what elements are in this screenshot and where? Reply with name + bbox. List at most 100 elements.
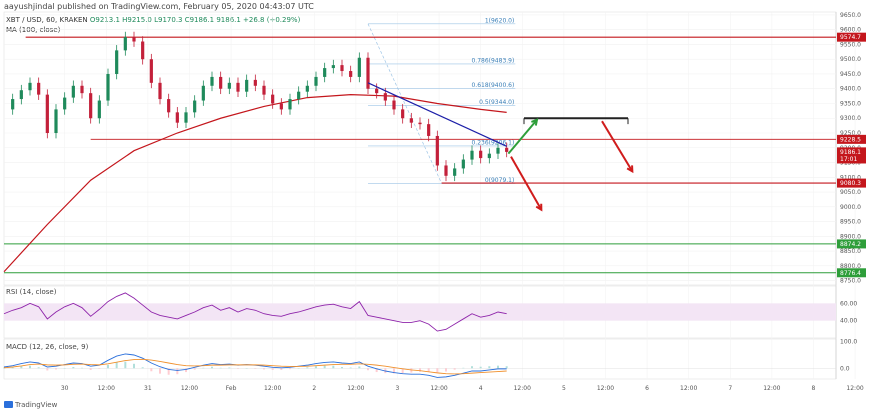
y-tick-label: 9000.0 xyxy=(840,204,861,211)
macd-histogram-bar xyxy=(393,368,395,374)
candle-body xyxy=(427,124,431,136)
y-tick-label: 9400.0 xyxy=(840,86,861,93)
y-tick-label: 9250.0 xyxy=(840,130,861,137)
x-tick-label: 2 xyxy=(312,385,316,392)
candle-body xyxy=(461,159,465,169)
fib-level-label: 1(9620.0) xyxy=(485,17,515,24)
y-tick-label: 9050.0 xyxy=(840,189,861,196)
candle-body xyxy=(305,85,309,92)
candle-body xyxy=(496,147,500,154)
macd-histogram-bar xyxy=(488,366,491,369)
macd-histogram-bar xyxy=(133,363,135,369)
candle-body xyxy=(89,93,93,119)
candle-body xyxy=(97,100,101,119)
x-tick-label: 4 xyxy=(479,385,483,392)
candle-body xyxy=(262,85,266,95)
signal-line xyxy=(3,358,507,375)
candle-body xyxy=(236,82,240,92)
tradingview-footer: TradingView xyxy=(4,401,57,409)
macd-histogram-bar xyxy=(410,368,413,373)
x-tick-label: 12:00 xyxy=(597,385,614,392)
macd-histogram-bar xyxy=(401,368,404,374)
candle-body xyxy=(45,94,49,134)
red-drop-arrow-head xyxy=(535,203,543,212)
candle-body xyxy=(184,112,188,123)
price-tag xyxy=(837,239,866,249)
candle-body xyxy=(297,91,301,100)
macd-histogram-bar xyxy=(11,367,14,369)
red-drop-arrow xyxy=(510,156,543,211)
x-tick-label: 6 xyxy=(645,385,649,392)
x-tick-label: 7 xyxy=(728,385,732,392)
fib-level-label: 0(9079.1) xyxy=(485,177,515,184)
candle-body xyxy=(375,88,379,94)
macd-histogram-bar xyxy=(445,368,447,372)
macd-histogram-bar xyxy=(37,367,40,369)
candle-body xyxy=(409,118,413,123)
price-tag xyxy=(837,154,866,164)
price-tag-label: 8874.2 xyxy=(840,241,861,248)
price-tag-label: 9186.1 xyxy=(840,149,861,156)
bearish-trendline xyxy=(367,82,507,147)
candle-body xyxy=(279,103,283,110)
candle-body xyxy=(219,76,223,89)
candle-body xyxy=(19,90,23,100)
header-block: aayushjindal published on TradingView.co… xyxy=(4,2,314,11)
macd-tick-label: 0.0 xyxy=(840,365,850,372)
green-breakout-arrow xyxy=(507,119,538,155)
macd-histogram-bar xyxy=(427,368,430,372)
x-tick-label: 12:00 xyxy=(181,385,198,392)
price-tag-label: 9574.7 xyxy=(840,34,861,41)
x-tick-label: 5 xyxy=(562,385,566,392)
green-breakout-arrow-head xyxy=(531,118,539,126)
fib-diagonal xyxy=(367,23,442,184)
y-tick-label: 8950.0 xyxy=(840,219,861,226)
macd-histogram-bar xyxy=(3,367,5,369)
candle-body xyxy=(505,147,509,152)
rsi-tick-label: 40.00 xyxy=(840,318,857,325)
price-tag-label: 9228.5 xyxy=(840,136,861,143)
candle-body xyxy=(444,165,448,176)
macd-histogram-bar xyxy=(63,368,66,369)
price-change: 9186.1 +26.8 (+0.29%) xyxy=(216,16,301,24)
macd-histogram-bar xyxy=(289,368,291,370)
macd-histogram-bar xyxy=(89,368,92,370)
price-tag-label: 17:01 xyxy=(840,156,857,163)
candle-body xyxy=(392,100,396,110)
publisher-line: aayushjindal published on TradingView.co… xyxy=(4,2,314,11)
macd-histogram-bar xyxy=(228,367,231,369)
fib-level-label: 0.786(9483.9) xyxy=(471,57,514,64)
x-tick-label: 12:00 xyxy=(680,385,697,392)
x-tick-label: Feb xyxy=(226,385,237,392)
macd-histogram-bar xyxy=(176,368,179,375)
price-tag-label: 8776.4 xyxy=(840,270,861,277)
macd-histogram-bar xyxy=(497,365,499,369)
candle-body xyxy=(314,76,318,86)
y-tick-label: 9350.0 xyxy=(840,100,861,107)
macd-histogram-bar xyxy=(98,368,101,369)
macd-legend: MACD (12, 26, close, 9) xyxy=(6,343,89,351)
macd-histogram-bar xyxy=(115,362,118,369)
macd-histogram-bar xyxy=(436,368,439,373)
x-tick-label: 12:00 xyxy=(264,385,281,392)
macd-histogram-bar xyxy=(167,368,170,375)
red-rejection-arrow xyxy=(601,120,634,172)
candle-body xyxy=(37,82,41,95)
candle-body xyxy=(357,57,361,77)
candle-body xyxy=(201,85,205,101)
candle-body xyxy=(479,150,483,159)
y-tick-label: 9550.0 xyxy=(840,41,861,48)
x-tick-label: 12:00 xyxy=(430,385,447,392)
y-tick-label: 9600.0 xyxy=(840,27,861,34)
macd-histogram-bar xyxy=(159,368,161,374)
macd-histogram-bar xyxy=(271,368,274,370)
candle-body xyxy=(11,99,15,110)
candle-body xyxy=(487,153,491,159)
rsi-legend: RSI (14, close) xyxy=(6,288,57,296)
candle-body xyxy=(349,71,353,77)
macd-histogram-bar xyxy=(254,368,257,369)
candle-body xyxy=(271,94,275,104)
macd-histogram-bar xyxy=(55,368,57,370)
candle-body xyxy=(63,97,67,110)
candle-body xyxy=(227,82,231,89)
